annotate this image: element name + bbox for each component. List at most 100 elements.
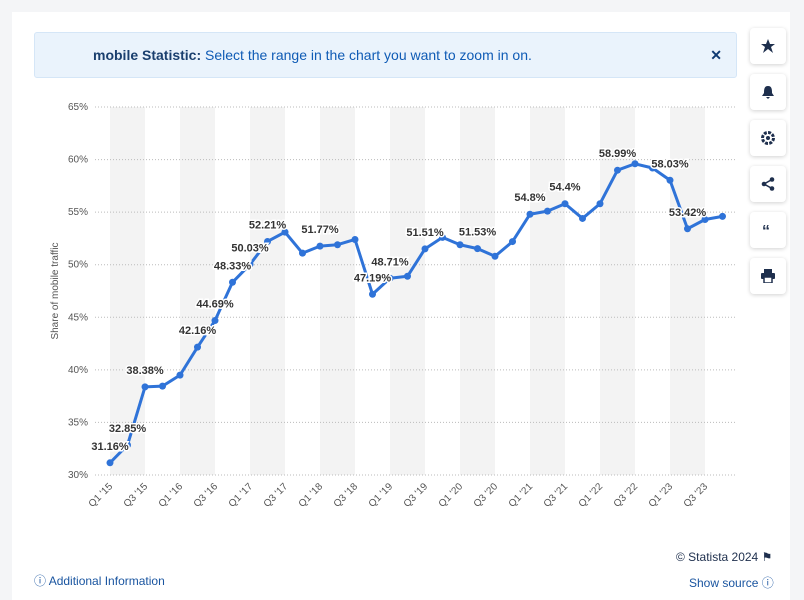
point [474,245,481,253]
source-text: Show source [689,576,759,590]
point [684,225,691,233]
x-tick-label: Q1 '20 [437,481,466,510]
data-label: 51.51% [406,227,444,239]
point [194,343,201,351]
band [390,107,425,475]
y-tick-label: 45% [68,312,88,323]
x-tick-label: Q3 '19 [402,481,431,510]
x-tick-label: Q3 '15 [122,481,151,510]
point [491,252,499,260]
band [320,107,355,475]
point [456,241,464,249]
point [106,459,114,467]
x-tick-label: Q1 '22 [577,481,606,510]
data-label: 54.4% [549,182,580,194]
point [719,212,726,220]
data-label: 52.21% [249,219,287,231]
point [544,207,551,215]
band [460,107,495,475]
band [180,107,215,475]
data-label: 38.38% [126,365,164,377]
data-label: 58.03% [651,158,689,170]
share-button[interactable] [750,166,786,202]
banner-text: Select the range in the chart you want t… [205,47,532,63]
point [614,166,621,174]
x-tick-label: Q3 '21 [542,481,571,510]
y-tick-label: 55% [68,207,88,218]
cite-button[interactable]: “ [750,212,786,248]
point [281,228,289,236]
point [404,272,411,280]
x-tick-label: Q3 '20 [472,481,501,510]
settings-button[interactable] [750,120,786,156]
point [579,214,586,222]
y-tick-label: 65% [68,102,88,113]
x-tick-label: Q1 '23 [647,481,676,510]
y-axis-label: Share of mobile traffic [50,242,61,339]
point [421,245,429,253]
data-label: 54.8% [514,192,545,204]
point [141,383,149,391]
x-tick-label: Q3 '17 [262,481,291,510]
point [526,210,534,218]
x-tick-label: Q3 '18 [332,481,361,510]
band [670,107,705,475]
y-tick-label: 60% [68,155,88,166]
data-label: 51.53% [459,227,497,239]
point [561,200,569,208]
x-tick-label: Q1 '21 [507,481,536,510]
additional-info-link[interactable]: ⓘ Additional Information [34,574,165,588]
print-button[interactable] [750,258,786,294]
x-tick-label: Q3 '23 [682,481,711,510]
data-label: 48.71% [371,256,409,268]
point [351,235,359,243]
y-tick-label: 35% [68,417,88,428]
y-tick-label: 40% [68,365,88,376]
info-text: Additional Information [48,574,165,588]
notify-button[interactable] [750,74,786,110]
data-label: 50.03% [231,242,269,254]
band [110,107,145,475]
point [159,382,166,390]
point [299,249,306,257]
point [229,278,236,286]
y-tick-label: 30% [68,470,88,481]
point [439,233,446,241]
x-tick-label: Q1 '16 [157,481,186,510]
band [530,107,565,475]
x-tick-label: Q1 '17 [227,481,256,510]
point [666,176,674,184]
x-tick-label: Q3 '22 [612,481,641,510]
band [250,107,285,475]
copyright-text: © Statista 2024 [676,550,759,564]
data-label: 32.85% [109,423,147,435]
x-tick-label: Q1 '18 [297,481,326,510]
data-label: 53.42% [669,207,707,219]
point [386,274,394,282]
point [334,241,341,249]
x-tick-label: Q3 '16 [192,481,221,510]
copyright: © Statista 2024 ⚑ [676,550,773,564]
point [176,371,184,379]
close-button[interactable]: ✕ [710,47,722,63]
point [596,200,604,208]
favorite-button[interactable] [750,28,786,64]
data-label: 44.69% [196,299,234,311]
point [264,237,271,245]
point [211,317,219,325]
data-label: 42.16% [179,325,217,337]
svg-text:“: “ [762,223,770,237]
point [124,441,131,449]
x-tick-label: Q1 '19 [367,481,396,510]
show-source-link[interactable]: Show source ⓘ [689,576,774,590]
point [631,160,639,168]
x-tick-label: Q1 '15 [87,481,116,510]
data-label: 47.19% [354,272,392,284]
point [649,164,656,172]
data-label: 51.77% [301,224,339,236]
info-banner: mobile Statistic: Select the range in th… [34,32,737,78]
point [316,242,324,250]
banner-title: mobile Statistic: [93,47,202,63]
